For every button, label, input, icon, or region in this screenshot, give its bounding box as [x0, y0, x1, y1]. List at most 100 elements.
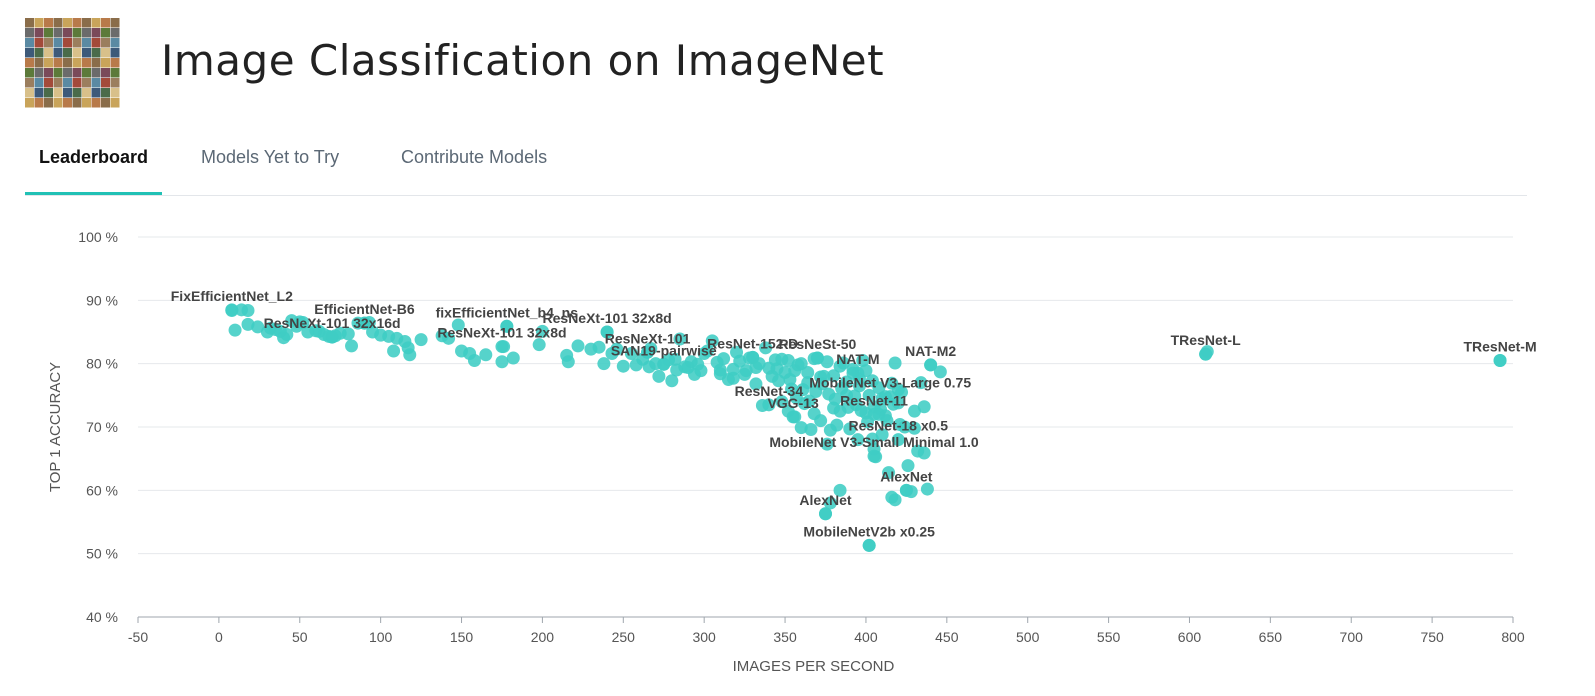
data-point[interactable] — [657, 357, 671, 371]
data-point[interactable] — [851, 433, 865, 447]
data-point[interactable] — [786, 410, 800, 424]
data-point[interactable] — [759, 341, 773, 355]
tab-contribute-models[interactable]: Contribute Models — [401, 147, 548, 167]
data-point[interactable] — [610, 342, 624, 356]
data-point[interactable] — [442, 331, 456, 345]
data-point[interactable] — [762, 398, 776, 412]
data-point[interactable] — [891, 433, 905, 447]
tab-models-yet-to-try[interactable]: Models Yet to Try — [201, 147, 340, 167]
data-point[interactable] — [345, 339, 359, 353]
data-point[interactable] — [835, 381, 849, 395]
data-point[interactable] — [893, 417, 907, 431]
data-point[interactable] — [867, 407, 881, 421]
data-point[interactable] — [532, 338, 546, 352]
data-point[interactable] — [882, 466, 896, 480]
data-point[interactable] — [387, 344, 401, 358]
data-point[interactable] — [341, 327, 355, 341]
data-point[interactable] — [414, 333, 428, 347]
data-point[interactable] — [251, 320, 265, 334]
data-point[interactable] — [665, 374, 679, 388]
data-point[interactable] — [933, 365, 947, 379]
data-point[interactable] — [828, 392, 842, 406]
data-point[interactable] — [403, 348, 417, 362]
data-point[interactable] — [917, 446, 931, 460]
data-point[interactable] — [794, 421, 808, 435]
data-point[interactable] — [694, 364, 708, 378]
data-point[interactable] — [830, 418, 844, 432]
data-point[interactable] — [467, 354, 481, 367]
data-point[interactable] — [883, 390, 897, 404]
data-point[interactable] — [571, 339, 585, 353]
data-point[interactable] — [833, 359, 847, 373]
data-point[interactable] — [652, 369, 666, 383]
data-point[interactable] — [796, 383, 810, 397]
data-point[interactable] — [851, 366, 865, 380]
data-point[interactable] — [810, 351, 824, 365]
data-point[interactable] — [819, 507, 832, 521]
data-point[interactable] — [914, 376, 928, 390]
data-point[interactable] — [775, 352, 789, 366]
data-point[interactable] — [495, 355, 509, 369]
data-point[interactable] — [592, 340, 606, 354]
data-point[interactable] — [843, 422, 857, 436]
data-point[interactable] — [899, 483, 913, 497]
data-point[interactable] — [854, 404, 868, 418]
data-point[interactable] — [624, 347, 638, 361]
data-point[interactable] — [357, 316, 371, 330]
data-point[interactable] — [749, 377, 763, 391]
data-point[interactable] — [713, 367, 727, 381]
data-point[interactable] — [815, 377, 829, 391]
data-point[interactable] — [629, 358, 643, 372]
data-point[interactable] — [280, 328, 294, 342]
data-point[interactable] — [325, 330, 339, 344]
tab-leaderboard[interactable]: Leaderboard — [25, 142, 163, 195]
data-point[interactable] — [705, 334, 719, 348]
data-point[interactable] — [907, 404, 921, 418]
data-point[interactable] — [739, 364, 753, 378]
data-point[interactable] — [225, 303, 239, 317]
data-point[interactable] — [600, 325, 614, 339]
data-point[interactable] — [856, 354, 870, 367]
data-point[interactable] — [717, 352, 731, 366]
data-point[interactable] — [616, 359, 630, 373]
data-point[interactable] — [841, 400, 855, 414]
data-point[interactable] — [802, 394, 816, 408]
data-point[interactable] — [833, 483, 847, 497]
data-point[interactable] — [814, 414, 828, 428]
data-point[interactable] — [888, 493, 902, 507]
data-point[interactable] — [924, 358, 938, 372]
data-point[interactable] — [920, 482, 934, 496]
data-point[interactable] — [827, 369, 841, 383]
data-point[interactable] — [862, 538, 876, 552]
data-point[interactable] — [700, 344, 714, 358]
data-point[interactable] — [804, 423, 818, 437]
data-point[interactable] — [495, 340, 509, 354]
data-point[interactable] — [642, 360, 656, 374]
data-point[interactable] — [535, 324, 549, 338]
data-point[interactable] — [783, 373, 797, 386]
data-point[interactable] — [451, 318, 465, 332]
data-point[interactable] — [888, 356, 902, 370]
data-point[interactable] — [823, 496, 837, 510]
data-point[interactable] — [1493, 354, 1507, 367]
data-point[interactable] — [746, 350, 760, 364]
data-point[interactable] — [506, 351, 520, 365]
data-point[interactable] — [1199, 347, 1213, 361]
data-point[interactable] — [820, 437, 834, 451]
data-point[interactable] — [862, 388, 876, 402]
data-point[interactable] — [479, 348, 493, 362]
data-point[interactable] — [875, 428, 889, 442]
data-point[interactable] — [641, 345, 655, 359]
data-point[interactable] — [561, 355, 575, 369]
data-point[interactable] — [668, 352, 682, 366]
data-point[interactable] — [865, 432, 879, 446]
data-point[interactable] — [228, 323, 242, 337]
data-point[interactable] — [241, 303, 255, 317]
data-point[interactable] — [597, 357, 611, 371]
data-point[interactable] — [901, 459, 915, 473]
data-point[interactable] — [848, 389, 862, 403]
data-point[interactable] — [681, 360, 695, 374]
data-point[interactable] — [500, 319, 514, 333]
data-point[interactable] — [673, 332, 687, 346]
data-point[interactable] — [794, 357, 808, 371]
